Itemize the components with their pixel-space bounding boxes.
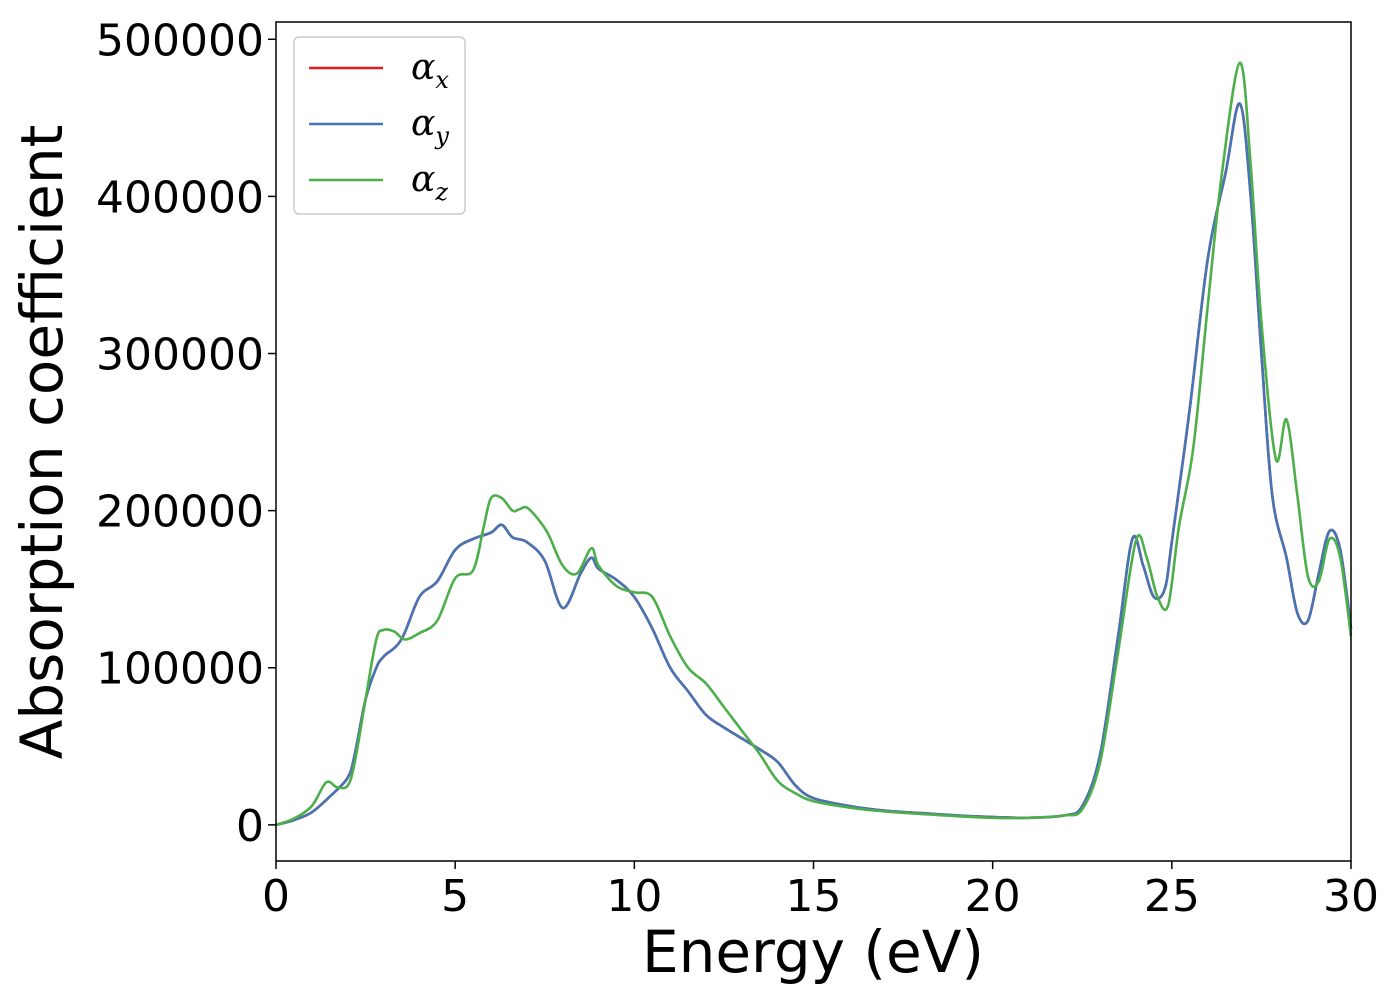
x-tick-label: 15 — [786, 871, 842, 922]
legend-label-z: αz — [411, 159, 448, 206]
series-line-y — [275, 102, 1353, 827]
x-tick-label: 25 — [1144, 871, 1200, 922]
x-tick-label: 0 — [262, 871, 290, 922]
legend-label-x: αx — [411, 47, 449, 94]
y-axis-label: Absorption coefficient — [8, 125, 76, 760]
y-tick-label: 300000 — [96, 330, 264, 381]
y-axis-ticks: 0 100000 200000 300000 400000 500000 — [96, 15, 276, 852]
series-line-z — [275, 61, 1353, 827]
y-tick-label: 200000 — [96, 487, 264, 538]
x-tick-label: 20 — [965, 871, 1021, 922]
y-tick-label: 100000 — [96, 644, 264, 695]
x-axis-ticks: 0 5 10 15 20 25 30 — [262, 861, 1379, 922]
x-tick-label: 5 — [441, 871, 469, 922]
series-layer — [275, 61, 1353, 827]
y-tick-label: 500000 — [96, 15, 264, 66]
y-tick-label: 400000 — [96, 172, 264, 223]
x-tick-label: 10 — [606, 871, 662, 922]
legend-box — [293, 36, 466, 215]
legend: αx αy αz — [293, 36, 466, 215]
x-tick-label: 30 — [1323, 871, 1379, 922]
x-axis-label: Energy (eV) — [642, 918, 984, 986]
y-tick-label: 0 — [236, 801, 264, 852]
legend-label-y: αy — [411, 103, 449, 150]
